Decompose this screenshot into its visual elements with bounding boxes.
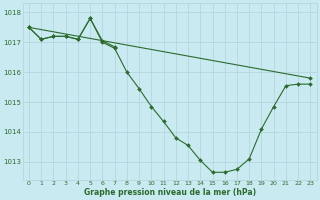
X-axis label: Graphe pression niveau de la mer (hPa): Graphe pression niveau de la mer (hPa) — [84, 188, 256, 197]
